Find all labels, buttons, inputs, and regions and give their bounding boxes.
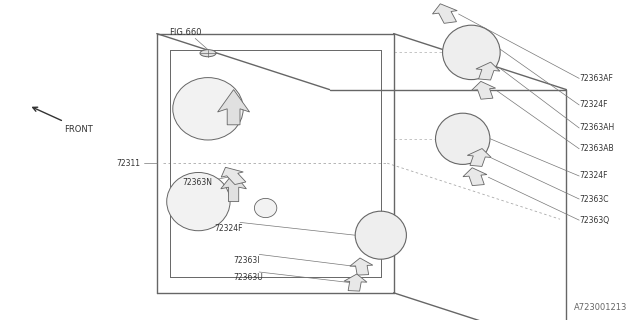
Ellipse shape xyxy=(355,211,406,259)
Polygon shape xyxy=(221,173,246,202)
Text: 72363I: 72363I xyxy=(234,256,260,265)
Polygon shape xyxy=(221,167,246,185)
Text: A723001213: A723001213 xyxy=(574,303,627,312)
Ellipse shape xyxy=(255,198,277,218)
Polygon shape xyxy=(433,4,457,23)
Ellipse shape xyxy=(443,25,500,80)
Polygon shape xyxy=(476,62,500,80)
Polygon shape xyxy=(467,148,492,166)
Text: 72363AB: 72363AB xyxy=(579,144,614,153)
Ellipse shape xyxy=(435,113,490,164)
Text: FRONT: FRONT xyxy=(64,125,93,134)
Text: 72363U: 72363U xyxy=(234,273,263,282)
Ellipse shape xyxy=(173,77,243,140)
Polygon shape xyxy=(350,258,373,275)
Ellipse shape xyxy=(166,172,230,231)
Text: 72363AH: 72363AH xyxy=(579,124,614,132)
Polygon shape xyxy=(472,81,495,99)
Polygon shape xyxy=(463,168,487,186)
Ellipse shape xyxy=(200,50,216,57)
Text: 72324F: 72324F xyxy=(214,224,243,233)
Text: 72324F: 72324F xyxy=(579,172,608,180)
Text: FIG.660: FIG.660 xyxy=(170,28,202,37)
Text: 72363AF: 72363AF xyxy=(579,74,613,83)
Text: 72324F: 72324F xyxy=(579,100,608,109)
Polygon shape xyxy=(218,90,250,125)
Text: 72363C: 72363C xyxy=(579,195,609,204)
Polygon shape xyxy=(344,274,367,291)
Text: 72363Q: 72363Q xyxy=(579,216,609,225)
Text: 72363N: 72363N xyxy=(182,178,212,187)
Text: 72311: 72311 xyxy=(117,159,141,168)
